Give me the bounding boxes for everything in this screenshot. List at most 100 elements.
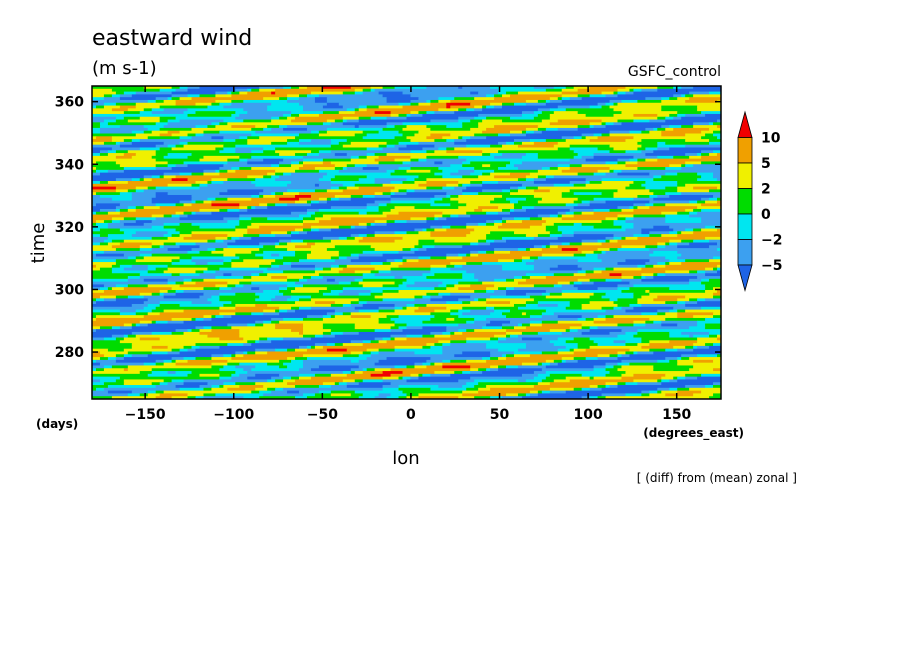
heatmap-cell (92, 139, 113, 143)
heatmap-cell (406, 337, 467, 341)
heatmap-cell (127, 208, 137, 213)
heatmap-cell (95, 317, 173, 322)
heatmap-cell (649, 348, 666, 353)
heatmap-cell (374, 248, 404, 252)
heatmap-cell (537, 362, 543, 367)
heatmap-cell (386, 141, 400, 146)
heatmap-cell (275, 147, 368, 151)
heatmap-cell (219, 287, 232, 291)
heatmap-cell (573, 150, 611, 154)
x-tick-label: 100 (573, 407, 602, 423)
x-tick-label: −150 (125, 407, 166, 423)
heatmap-cell (717, 136, 721, 140)
heatmap-cell (275, 88, 356, 93)
heatmap-cell (107, 153, 125, 157)
heatmap-cell (665, 312, 678, 316)
heatmap-cell (92, 292, 141, 297)
heatmap-cell (187, 348, 197, 353)
heatmap-cell (338, 169, 388, 174)
heatmap-cell (219, 292, 236, 297)
heatmap-cell (502, 144, 519, 149)
heatmap-cell (629, 183, 642, 188)
heatmap-cell (163, 242, 177, 246)
heatmap-cell (434, 139, 447, 143)
heatmap-cell (537, 169, 563, 174)
heatmap-cell (92, 127, 101, 132)
heatmap-cell (705, 270, 718, 274)
heatmap-cell (474, 329, 507, 333)
heatmap-cell (167, 97, 173, 101)
heatmap-cell (482, 105, 487, 109)
heatmap-cell (271, 264, 280, 269)
heatmap-cell (338, 111, 356, 115)
heatmap-cell (621, 278, 642, 283)
heatmap-cell (350, 315, 372, 319)
heatmap-cell (179, 387, 205, 392)
heatmap-cell (665, 262, 670, 266)
heatmap-cell (167, 161, 185, 165)
heatmap-cell (553, 284, 563, 288)
heatmap-cell (561, 214, 575, 218)
heatmap-cell (458, 86, 463, 90)
heatmap-cell (418, 183, 447, 188)
heatmap-cell (302, 284, 364, 288)
heatmap-cell (442, 345, 487, 350)
heatmap-cell (510, 309, 547, 313)
heatmap-cell (426, 228, 435, 232)
heatmap-cell (175, 292, 205, 297)
heatmap-cell (705, 317, 721, 322)
heatmap-cell (498, 206, 515, 210)
heatmap-cell (645, 97, 662, 101)
heatmap-cell (406, 259, 420, 263)
heatmap-cell (665, 186, 678, 190)
heatmap-cell (649, 119, 666, 123)
heatmap-cell (334, 167, 344, 171)
heatmap-cell (633, 306, 674, 311)
heatmap-cell (605, 239, 611, 244)
heatmap-cell (239, 167, 252, 171)
heatmap-cell (697, 323, 706, 327)
heatmap-cell (422, 228, 427, 232)
heatmap-cell (701, 278, 710, 283)
heatmap-cell (422, 373, 431, 378)
heatmap-cell (434, 200, 459, 204)
heatmap-cell (374, 181, 392, 185)
heatmap-cell (677, 357, 682, 361)
heatmap-cell (681, 262, 721, 266)
heatmap-cell (681, 167, 721, 171)
heatmap-cell (92, 345, 133, 350)
heatmap-cell (709, 334, 718, 339)
heatmap-cell (354, 164, 368, 168)
heatmap-cell (183, 144, 224, 149)
heatmap-cell (103, 239, 113, 244)
heatmap-cell (271, 127, 284, 132)
heatmap-cell (537, 200, 575, 204)
heatmap-cell (92, 245, 113, 249)
heatmap-cell (398, 376, 404, 381)
heatmap-cell (601, 295, 635, 299)
heatmap-cell (426, 359, 443, 364)
heatmap-cell (557, 127, 579, 132)
heatmap-cell (545, 365, 595, 369)
heatmap-cell (107, 348, 125, 353)
heatmap-cell (470, 284, 495, 288)
heatmap-cell (390, 111, 412, 115)
heatmap-cell (593, 197, 635, 202)
heatmap-cell (127, 108, 145, 112)
heatmap-cell (478, 387, 491, 392)
heatmap-cell (354, 278, 364, 283)
heatmap-cell (95, 315, 145, 319)
heatmap-cell (267, 379, 276, 383)
heatmap-cell (95, 220, 105, 224)
heatmap-cell (259, 88, 276, 93)
heatmap-cell (665, 116, 674, 121)
heatmap-cell (513, 203, 567, 207)
heatmap-cell (291, 359, 304, 364)
heatmap-cell (99, 125, 121, 129)
heatmap-cell (486, 306, 495, 311)
heatmap-cell (295, 200, 308, 204)
heatmap-cell (474, 105, 483, 109)
heatmap-cell (346, 167, 364, 171)
heatmap-cell (585, 113, 615, 118)
heatmap-cell (637, 141, 658, 146)
